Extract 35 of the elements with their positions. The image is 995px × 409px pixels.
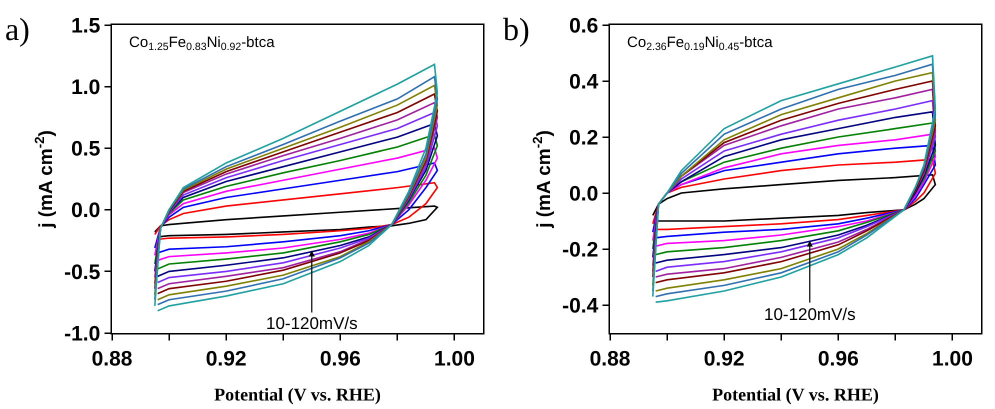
line-series: [652, 158, 936, 230]
y-tick-label: -0.2: [562, 238, 598, 262]
y-tick-label: 0.0: [71, 199, 100, 222]
x-axis-title: Potential (V vs. RHE): [712, 384, 879, 405]
x-tick-label: 0.92: [206, 348, 247, 371]
annotation: 10-120mV/s: [764, 305, 856, 324]
x-tick-label: 0.96: [818, 348, 859, 371]
x-tick-label: 0.88: [590, 348, 631, 371]
line-series: [154, 182, 438, 240]
y-tick-label: 0.4: [569, 70, 599, 94]
chart-title: a): [4, 10, 30, 47]
x-axis-title: Potential (V vs. RHE): [214, 384, 381, 405]
y-tick-label: 1.0: [71, 76, 100, 99]
x-tick-label: 0.88: [92, 348, 133, 371]
y-tick-label: -0.4: [562, 294, 599, 318]
line-series: [652, 144, 936, 239]
y-tick-label: -0.5: [64, 260, 101, 284]
line-series: [154, 147, 438, 262]
y-tick-label: 0.2: [569, 126, 598, 150]
y-tick-label: 0.6: [569, 14, 598, 38]
text: Co$_{1.25}$Fe$_{0.83}$Ni$_{0.92}$-btca: [129, 34, 276, 54]
chart-title: b): [502, 10, 530, 47]
line-series: [154, 162, 438, 254]
line-series: [154, 205, 438, 238]
x-tick-label: 1.00: [932, 348, 973, 371]
text: Co$_{2.36}$Fe$_{0.19}$Ni$_{0.45}$-btca: [627, 34, 774, 54]
y-tick-label: -1.0: [64, 322, 100, 346]
line-series: [652, 174, 936, 222]
x-tick-label: 0.96: [320, 348, 361, 371]
y-tick-label: 1.5: [71, 14, 101, 38]
annotation: 10-120mV/s: [266, 314, 358, 333]
x-tick-label: 1.00: [434, 348, 475, 371]
y-tick-label: 0.5: [71, 138, 101, 161]
x-tick-label: 0.92: [704, 348, 745, 371]
y-tick-label: 0.0: [569, 182, 598, 206]
